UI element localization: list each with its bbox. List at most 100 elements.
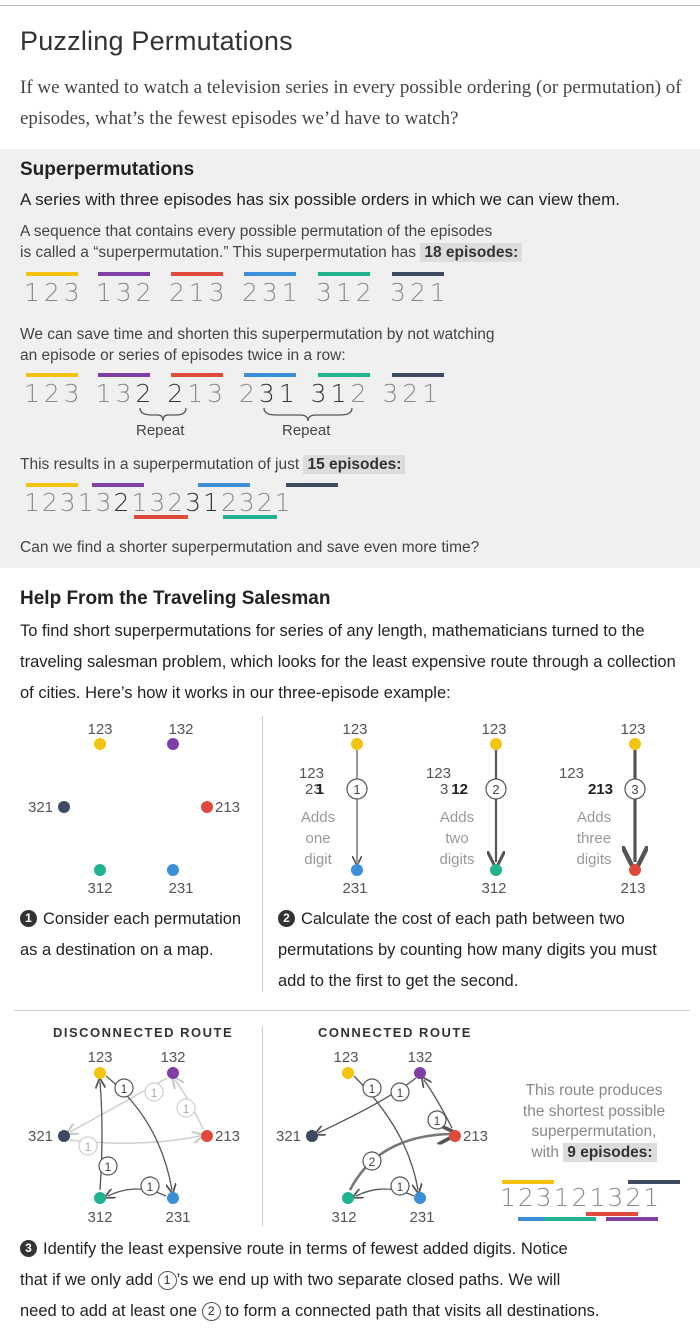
step1-number: 1 bbox=[20, 910, 37, 927]
steps-divider bbox=[262, 716, 263, 992]
note-with: with bbox=[531, 1143, 559, 1161]
map-label-231: 231 bbox=[168, 880, 193, 897]
path2-to-label: 312 bbox=[481, 880, 506, 897]
dr-node-312 bbox=[94, 1192, 106, 1204]
result-note: This route produces the shortest possibl… bbox=[500, 1081, 688, 1163]
p2-line1: We can save time and shorten this superp… bbox=[20, 326, 495, 343]
dark-cost-1 bbox=[114, 1078, 134, 1098]
conn-cost-3 bbox=[427, 1110, 447, 1130]
row3-part-a: 12313 bbox=[24, 488, 114, 517]
disconnected-route-title: DISCONNECTED ROUTE bbox=[53, 1025, 234, 1040]
row2-part-a: 123 13 bbox=[24, 379, 136, 408]
step2-text: Calculate the cost of each path between … bbox=[278, 910, 657, 990]
bar2-231 bbox=[244, 373, 296, 377]
bar3-231 bbox=[198, 483, 250, 487]
map-node-123 bbox=[94, 738, 106, 750]
p2-line2: an episode or series of episodes twice i… bbox=[20, 347, 346, 364]
perm-231: 231 bbox=[242, 278, 302, 307]
superpermutations-panel bbox=[0, 149, 700, 568]
dr-label-231: 231 bbox=[165, 1209, 190, 1226]
dark-cost-2 bbox=[98, 1156, 118, 1176]
cr-label-312: 312 bbox=[331, 1209, 356, 1226]
light-cost-1-text: 1 bbox=[151, 1086, 158, 1100]
final-bar-123 bbox=[502, 1180, 554, 1184]
dr-node-321 bbox=[58, 1130, 70, 1142]
permutation-map: 123 132 321 213 312 231 bbox=[28, 721, 240, 897]
dr-label-312: 312 bbox=[87, 1209, 112, 1226]
final-bar-312 bbox=[544, 1217, 596, 1221]
row3-part-e: 31 bbox=[185, 488, 221, 517]
path1-desc-1: Adds bbox=[301, 809, 335, 826]
path1-desc-3: digit bbox=[304, 851, 332, 868]
map-label-132: 132 bbox=[168, 721, 193, 738]
repeat-label-2: Repeat bbox=[282, 422, 331, 439]
final-superpermutation: 123121321 bbox=[500, 1183, 662, 1212]
light-cost-1 bbox=[144, 1082, 164, 1102]
bar3-213 bbox=[134, 515, 188, 519]
episodes-9-badge: 9 episodes: bbox=[563, 1142, 657, 1162]
cr-label-321: 321 bbox=[276, 1128, 301, 1145]
perm-213: 213 bbox=[169, 278, 229, 307]
salesman-heading: Help From the Traveling Salesman bbox=[20, 588, 331, 609]
bar-213 bbox=[171, 272, 223, 276]
disconnected-route-diagram: 1 1 1 1 1 1 123 132 321 213 312 231 bbox=[28, 1049, 240, 1226]
path1-lower-prefix: 23 bbox=[305, 781, 322, 798]
path1-to-label: 231 bbox=[342, 880, 367, 897]
dark-cost-2-text: 1 bbox=[105, 1160, 112, 1174]
bar2-213 bbox=[171, 373, 223, 377]
conn-edge-213-132 bbox=[424, 1080, 453, 1129]
cr-node-132 bbox=[414, 1067, 426, 1079]
light-cost-2 bbox=[78, 1136, 98, 1156]
dark-edge-231-312 bbox=[108, 1188, 167, 1196]
dr-node-231 bbox=[167, 1192, 179, 1204]
repeat-braces bbox=[139, 407, 353, 422]
path3-desc-3: digits bbox=[576, 851, 611, 868]
p1-line2-text: is called a “superpermutation.” This sup… bbox=[20, 244, 417, 261]
path3-from-label: 123 bbox=[620, 721, 645, 738]
step3-caption: 3 Identify the least expensive route in t… bbox=[20, 1234, 692, 1327]
bar-132 bbox=[98, 272, 150, 276]
path3-cost: 3 bbox=[631, 782, 638, 797]
path1-from-node bbox=[351, 738, 363, 750]
conn-cost-4-text: 1 bbox=[397, 1180, 404, 1194]
conn-cost-1 bbox=[362, 1078, 382, 1098]
path2-to-node bbox=[490, 864, 502, 876]
conn-cost-2-text: 1 bbox=[397, 1086, 404, 1100]
dark-cost-3 bbox=[140, 1176, 160, 1196]
conn-cost-3-text: 1 bbox=[434, 1114, 441, 1128]
path-cost-diagram: 123 1 123 23 1 Adds one digit 231 123 2 … bbox=[299, 721, 688, 897]
dark-edge-312-123 bbox=[100, 1082, 102, 1191]
question-text: Can we find a shorter superpermutation a… bbox=[20, 539, 480, 556]
dr-label-321: 321 bbox=[28, 1128, 53, 1145]
bar-123 bbox=[26, 272, 78, 276]
conn-cost-2 bbox=[390, 1082, 410, 1102]
salesman-body: To find short superpermutations for seri… bbox=[20, 622, 676, 702]
episodes-18-badge: 18 episodes: bbox=[420, 243, 523, 262]
bar-231 bbox=[244, 272, 296, 276]
step3-text-b2: ’s we end up with two separate closed pa… bbox=[176, 1271, 561, 1289]
path2-lower-bold: 12 bbox=[451, 781, 468, 798]
p1-line1: A sequence that contains every possible … bbox=[20, 223, 493, 240]
path3-cost-circle bbox=[624, 778, 646, 800]
perm-132: 132 bbox=[96, 278, 156, 307]
path3-desc-1: Adds bbox=[577, 809, 611, 826]
cr-node-231 bbox=[414, 1192, 426, 1204]
perm-312: 312 bbox=[316, 278, 376, 307]
bar3-132 bbox=[92, 483, 144, 487]
row3-part-b: 2 bbox=[113, 488, 132, 517]
row2-repeat-b: 31 31 bbox=[258, 379, 351, 408]
cr-node-123 bbox=[342, 1067, 354, 1079]
p1-line2: is called a “superpermutation.” This sup… bbox=[20, 243, 523, 263]
row2-part-c: 13 2 bbox=[187, 379, 259, 408]
conn-edge-231-312 bbox=[356, 1188, 415, 1196]
bar2-312 bbox=[318, 373, 370, 377]
top-rule bbox=[0, 5, 700, 6]
dark-cost-1-text: 1 bbox=[121, 1082, 128, 1096]
final-bar-321 bbox=[628, 1180, 680, 1184]
path2-from-node bbox=[490, 738, 502, 750]
path2-from-label: 123 bbox=[481, 721, 506, 738]
note-line4: with 9 episodes: bbox=[500, 1142, 688, 1164]
path1-to-node bbox=[351, 864, 363, 876]
bar3-123 bbox=[26, 483, 78, 487]
map-node-231 bbox=[167, 864, 179, 876]
